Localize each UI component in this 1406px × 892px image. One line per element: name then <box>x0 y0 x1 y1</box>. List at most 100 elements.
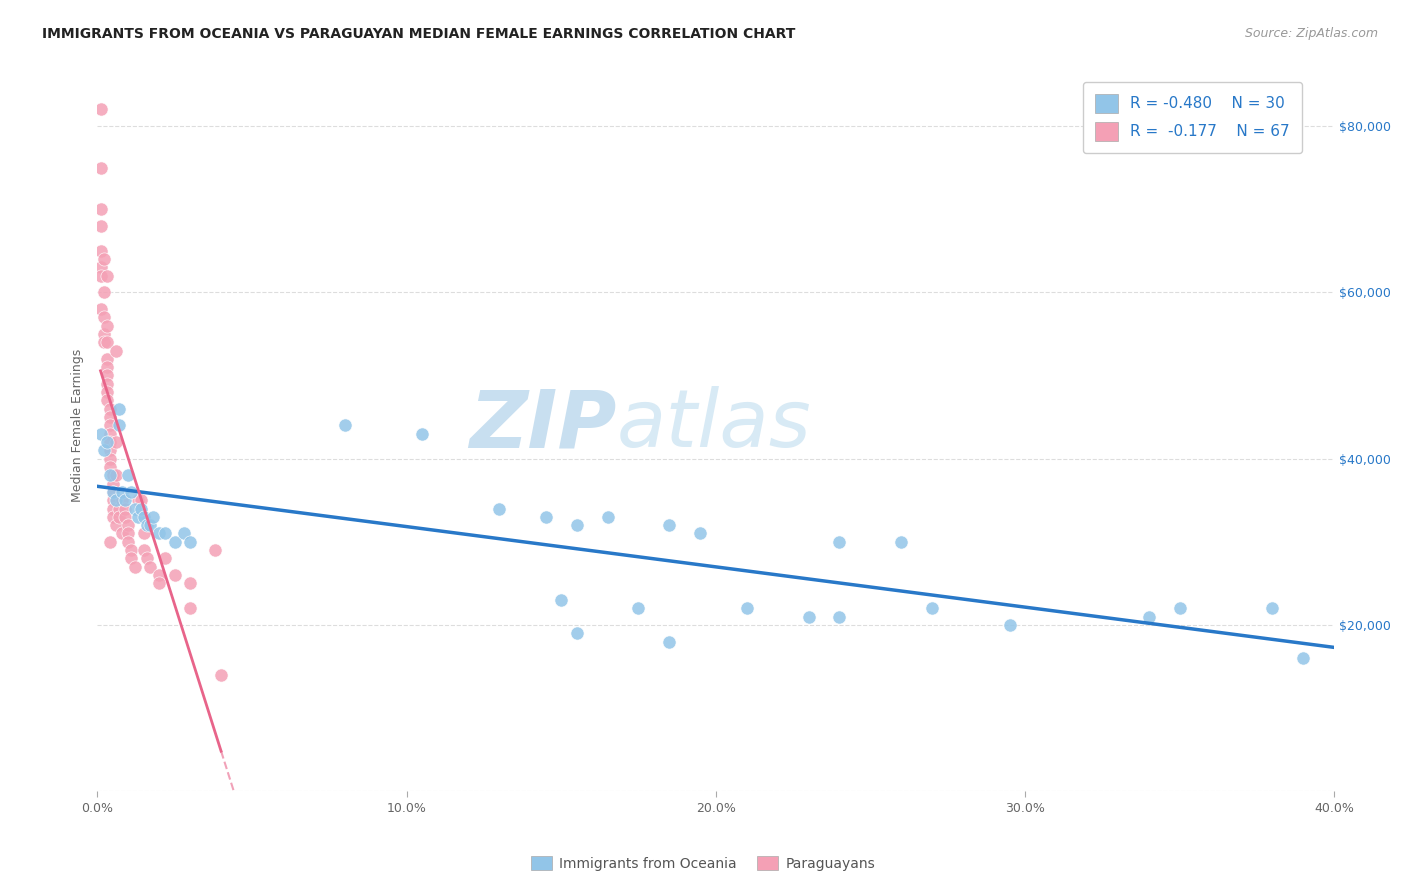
Point <box>98 418 121 433</box>
Point <box>96 318 118 333</box>
Point <box>93 326 115 341</box>
Point <box>96 385 118 400</box>
Point <box>173 526 195 541</box>
Point <box>129 501 152 516</box>
Point <box>797 609 820 624</box>
Point <box>101 476 124 491</box>
Point <box>89 103 111 117</box>
Point <box>98 534 121 549</box>
Point <box>96 360 118 375</box>
Point <box>124 559 146 574</box>
Point <box>89 219 111 233</box>
Point <box>89 202 111 217</box>
Point <box>117 526 139 541</box>
Point <box>179 601 201 615</box>
Point <box>98 451 121 466</box>
Point <box>148 526 170 541</box>
Point <box>534 509 557 524</box>
Point <box>98 435 121 450</box>
Point <box>114 501 136 516</box>
Point <box>89 161 111 175</box>
Point <box>163 534 186 549</box>
Point <box>1292 651 1315 665</box>
Point <box>89 426 111 441</box>
Point <box>108 418 131 433</box>
Point <box>179 576 201 591</box>
Point <box>114 493 136 508</box>
Point <box>1261 601 1284 615</box>
Point <box>98 443 121 458</box>
Point <box>890 534 912 549</box>
Point <box>142 509 165 524</box>
Point <box>658 634 681 648</box>
Point <box>135 551 157 566</box>
Point <box>104 493 127 508</box>
Point <box>139 559 162 574</box>
Point <box>921 601 943 615</box>
Point <box>96 335 118 350</box>
Point <box>139 518 162 533</box>
Point <box>596 509 619 524</box>
Point <box>828 609 851 624</box>
Point <box>93 285 115 300</box>
Point <box>104 435 127 450</box>
Point <box>117 518 139 533</box>
Point <box>129 493 152 508</box>
Point <box>204 543 226 558</box>
Point <box>114 509 136 524</box>
Text: Source: ZipAtlas.com: Source: ZipAtlas.com <box>1244 27 1378 40</box>
Point <box>111 526 134 541</box>
Point <box>333 418 356 433</box>
Point <box>120 484 142 499</box>
Legend: Immigrants from Oceania, Paraguayans: Immigrants from Oceania, Paraguayans <box>526 850 880 876</box>
Point <box>93 335 115 350</box>
Text: atlas: atlas <box>617 386 811 465</box>
Point <box>132 509 155 524</box>
Point <box>108 501 131 516</box>
Point <box>550 593 572 607</box>
Point <box>132 526 155 541</box>
Text: ZIP: ZIP <box>470 386 617 465</box>
Point <box>89 301 111 316</box>
Point <box>1168 601 1191 615</box>
Point <box>98 459 121 474</box>
Point <box>117 534 139 549</box>
Point <box>96 351 118 366</box>
Point <box>98 401 121 416</box>
Point <box>89 244 111 258</box>
Y-axis label: Median Female Earnings: Median Female Earnings <box>72 349 84 502</box>
Point <box>98 426 121 441</box>
Point <box>658 518 681 533</box>
Point <box>101 468 124 483</box>
Point <box>101 501 124 516</box>
Legend: R = -0.480    N = 30, R =  -0.177    N = 67: R = -0.480 N = 30, R = -0.177 N = 67 <box>1083 82 1302 153</box>
Text: IMMIGRANTS FROM OCEANIA VS PARAGUAYAN MEDIAN FEMALE EARNINGS CORRELATION CHART: IMMIGRANTS FROM OCEANIA VS PARAGUAYAN ME… <box>42 27 796 41</box>
Point <box>111 484 134 499</box>
Point <box>163 568 186 582</box>
Point <box>101 484 124 499</box>
Point <box>117 468 139 483</box>
Point <box>124 501 146 516</box>
Point <box>104 518 127 533</box>
Point <box>108 401 131 416</box>
Point <box>828 534 851 549</box>
Point <box>120 543 142 558</box>
Point <box>209 667 232 681</box>
Point <box>93 443 115 458</box>
Point <box>96 376 118 391</box>
Point <box>96 368 118 383</box>
Point <box>998 618 1021 632</box>
Point <box>411 426 433 441</box>
Point <box>689 526 711 541</box>
Point <box>101 509 124 524</box>
Point <box>93 310 115 325</box>
Point <box>132 543 155 558</box>
Point <box>96 393 118 408</box>
Point <box>98 468 121 483</box>
Point <box>120 551 142 566</box>
Point <box>111 493 134 508</box>
Point <box>89 260 111 275</box>
Point <box>179 534 201 549</box>
Point <box>148 568 170 582</box>
Point <box>93 252 115 266</box>
